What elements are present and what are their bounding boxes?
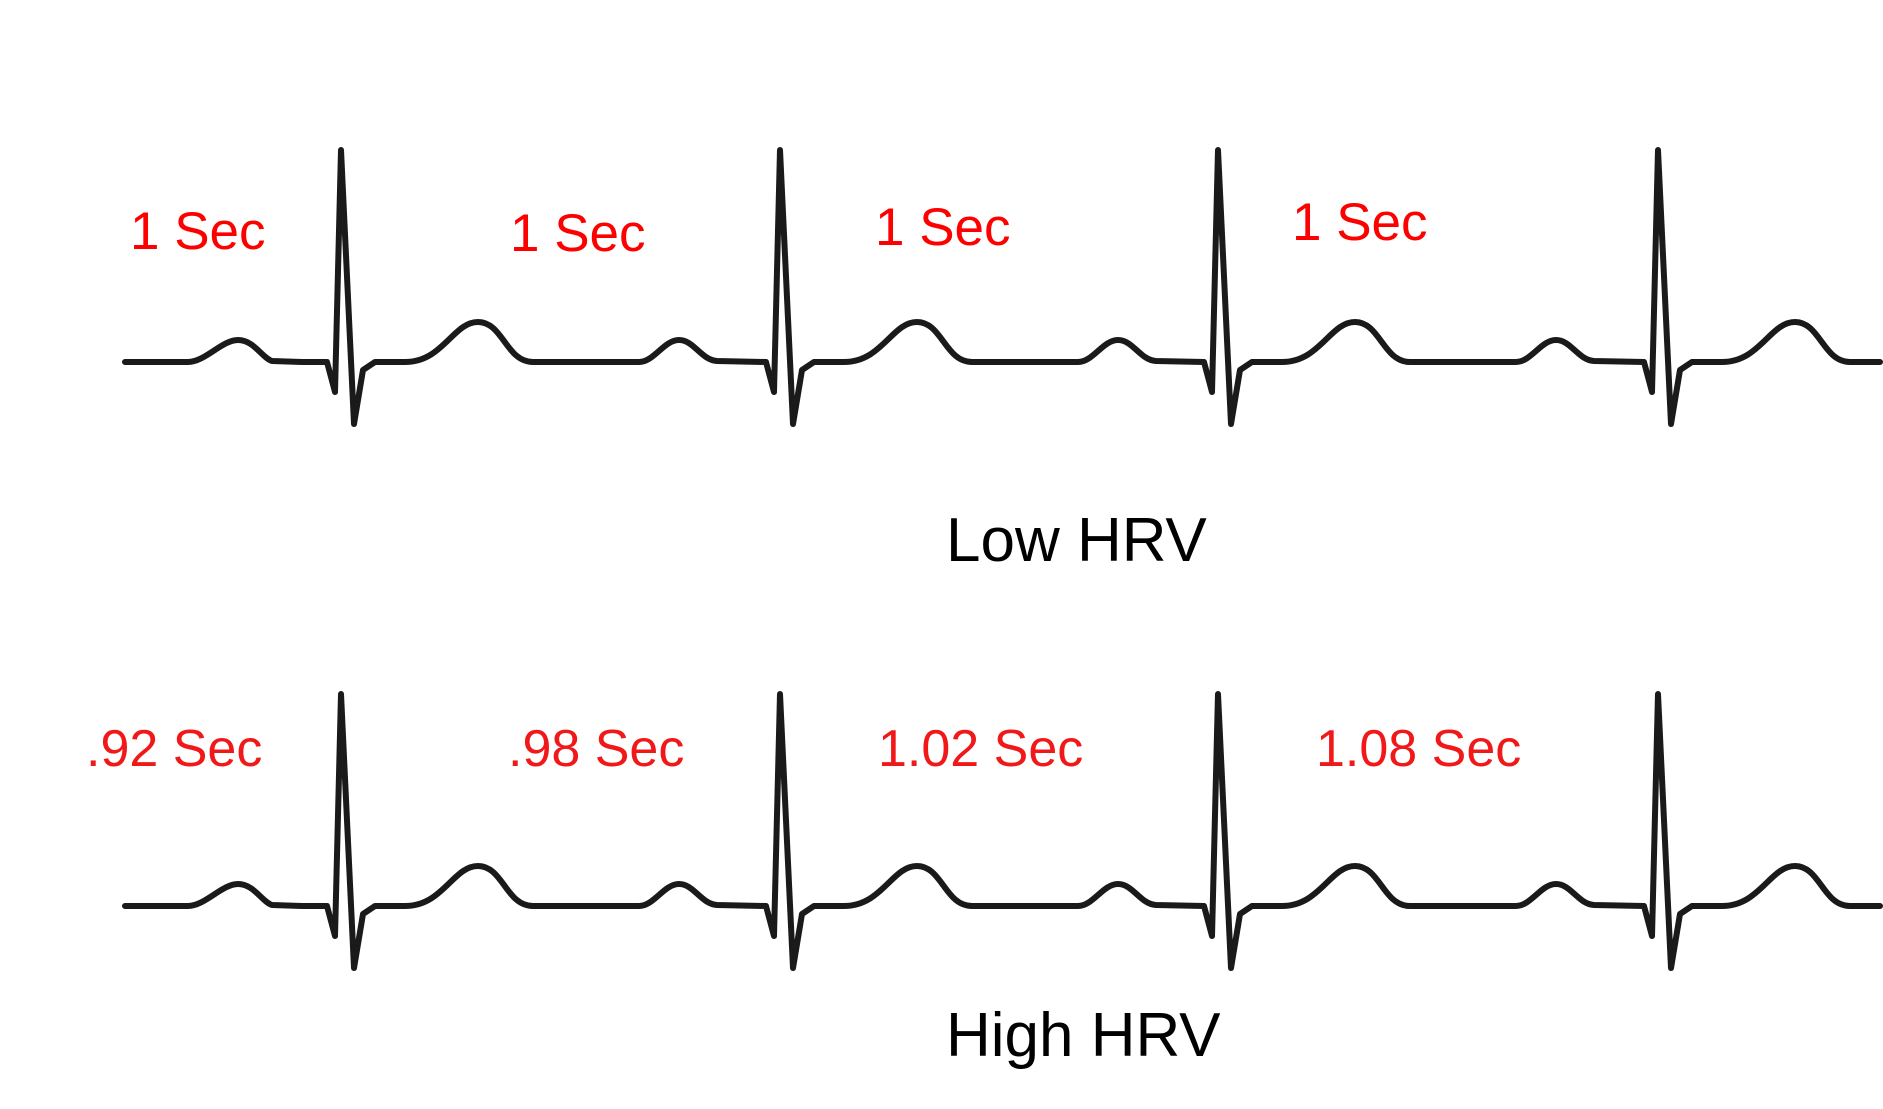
ecg-waveform-low bbox=[122, 147, 1883, 427]
interval-label-low-3: 1 Sec bbox=[875, 198, 1011, 257]
ecg-waveform-high bbox=[122, 691, 1883, 971]
interval-label-high-4: 1.08 Sec bbox=[1316, 720, 1522, 778]
caption-low-hrv: Low HRV bbox=[946, 506, 1207, 575]
interval-label-high-1: .92 Sec bbox=[86, 720, 263, 778]
ecg-trace-low-hrv bbox=[122, 147, 1883, 427]
interval-label-high-3: 1.02 Sec bbox=[878, 720, 1084, 778]
interval-label-low-2: 1 Sec bbox=[510, 204, 646, 263]
caption-high-hrv: High HRV bbox=[946, 1001, 1221, 1070]
ecg-trace-high-hrv bbox=[122, 691, 1883, 971]
interval-label-low-4: 1 Sec bbox=[1292, 193, 1428, 252]
interval-label-high-2: .98 Sec bbox=[508, 720, 685, 778]
interval-label-low-1: 1 Sec bbox=[130, 202, 266, 261]
